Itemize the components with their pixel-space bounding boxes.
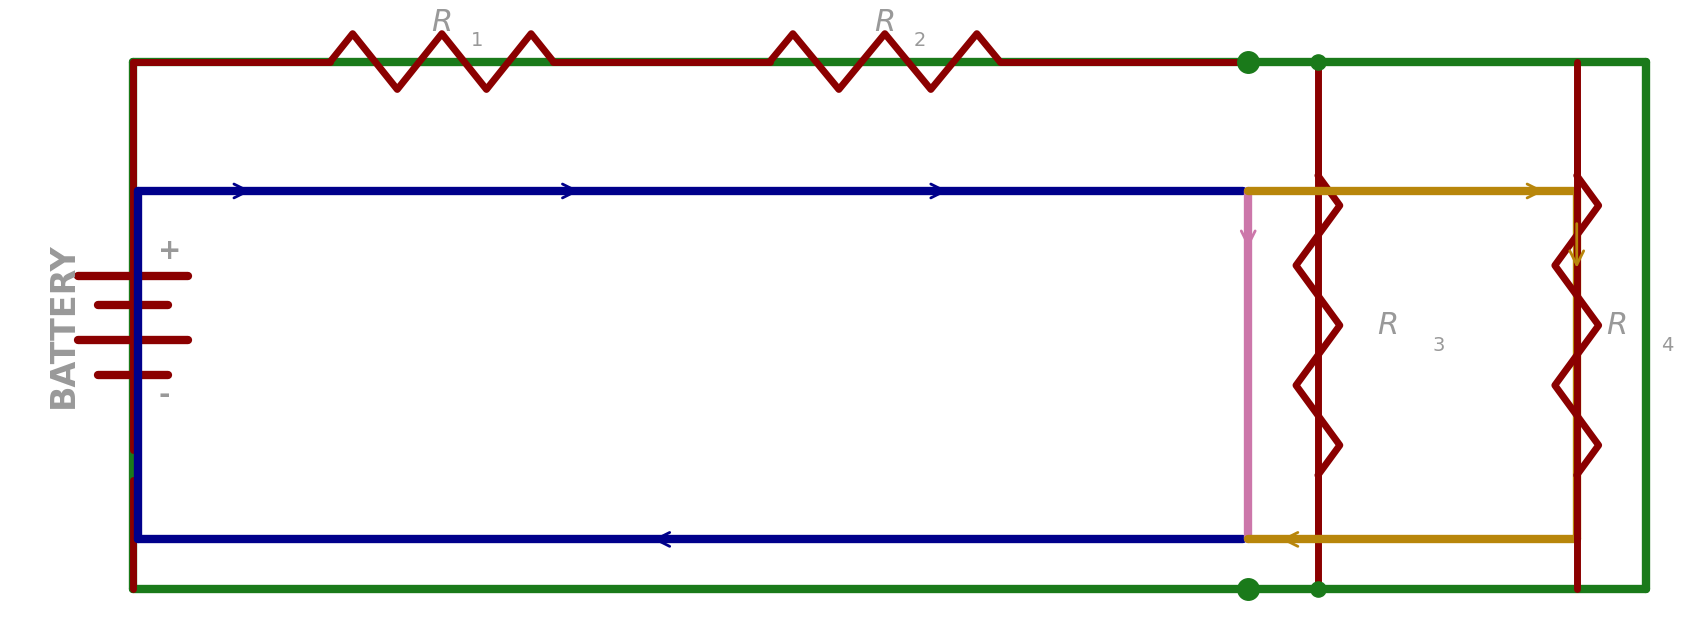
Text: 4: 4 xyxy=(1661,336,1675,355)
Text: R: R xyxy=(1606,311,1628,340)
Text: R: R xyxy=(432,8,452,36)
Point xyxy=(1304,57,1331,67)
Text: BATTERY: BATTERY xyxy=(48,243,80,408)
Point xyxy=(1234,57,1261,67)
Text: R: R xyxy=(1378,311,1400,340)
Text: 3: 3 xyxy=(1432,336,1444,355)
Point xyxy=(1234,584,1261,594)
Text: -: - xyxy=(159,381,169,409)
Text: R: R xyxy=(874,8,896,36)
Point xyxy=(1304,584,1331,594)
Text: 1: 1 xyxy=(471,31,483,50)
Text: 2: 2 xyxy=(913,31,925,50)
Text: +: + xyxy=(159,237,181,265)
